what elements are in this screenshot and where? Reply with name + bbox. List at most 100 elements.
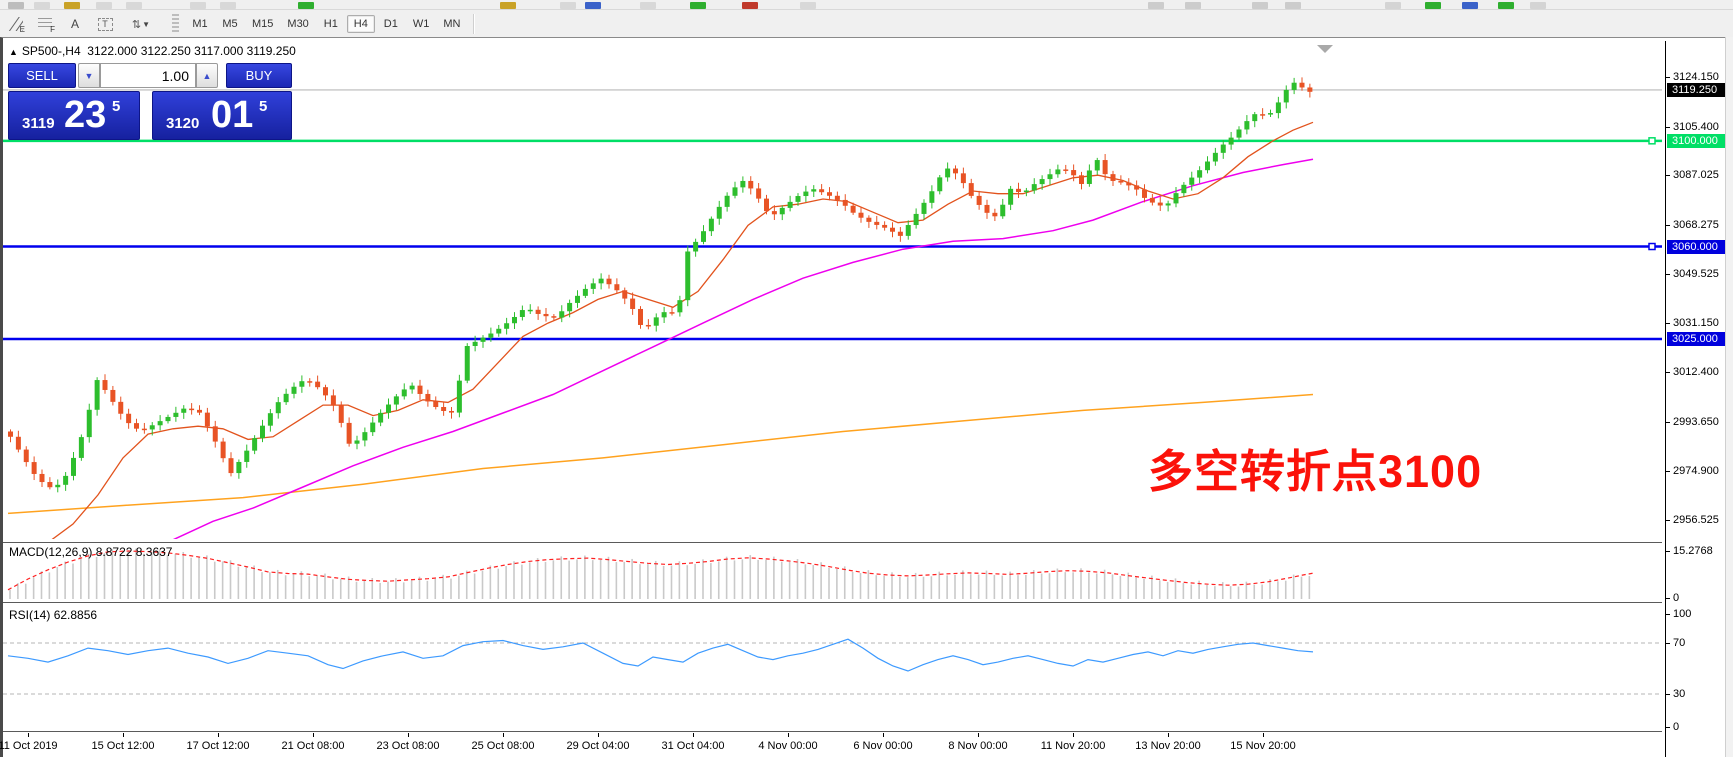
price-level-badge: 3060.000 bbox=[1667, 239, 1727, 254]
date-tick bbox=[1263, 733, 1264, 737]
toolbar-grip[interactable] bbox=[172, 14, 179, 34]
macd-canvas[interactable] bbox=[3, 543, 1662, 602]
price-tick-label: 3105.400 bbox=[1673, 120, 1719, 133]
rsi-canvas[interactable] bbox=[3, 606, 1662, 731]
date-tick bbox=[978, 733, 979, 737]
date-tick bbox=[408, 733, 409, 737]
axis-tick bbox=[1666, 727, 1670, 728]
sell-button[interactable]: SELL bbox=[8, 63, 76, 88]
spinner-up-icon: ▲ bbox=[202, 70, 212, 81]
cut-toolbar-icon bbox=[640, 2, 656, 9]
price-tick-label: 3012.400 bbox=[1673, 366, 1719, 379]
cut-toolbar-icon bbox=[742, 2, 758, 9]
cut-toolbar-icon bbox=[1148, 2, 1164, 9]
price-tick-label: 2974.900 bbox=[1673, 465, 1719, 478]
buy-price-sup: 5 bbox=[259, 98, 268, 115]
cut-toolbar-icon bbox=[585, 2, 601, 9]
axis-tick bbox=[1666, 643, 1670, 644]
rsi-axis-label: 30 bbox=[1673, 688, 1686, 700]
collapse-arrow-icon: ▲ bbox=[9, 47, 18, 57]
macd-indicator-panel[interactable]: MACD(12,26,9) 8.8722 8.3637 bbox=[3, 542, 1662, 603]
volume-decrease-button[interactable]: ▼ bbox=[78, 63, 100, 88]
timeframe-button-w1[interactable]: W1 bbox=[412, 18, 430, 30]
timeframe-button-m1[interactable]: M1 bbox=[192, 18, 208, 30]
sell-price-box[interactable]: 3119 23 5 bbox=[8, 91, 140, 140]
date-tick-label: 21 Oct 08:00 bbox=[281, 740, 345, 752]
rsi-axis-label: 0 bbox=[1673, 721, 1680, 733]
fibonacci-retracement-icon[interactable]: F bbox=[32, 13, 58, 35]
date-tick-label: 15 Oct 12:00 bbox=[91, 740, 155, 752]
date-tick bbox=[313, 733, 314, 737]
macd-label: MACD(12,26,9) 8.8722 8.3637 bbox=[9, 545, 173, 559]
timeframe-button-mn[interactable]: MN bbox=[443, 18, 461, 30]
price-tick-label: 3124.150 bbox=[1673, 71, 1719, 83]
text-t-glyph: T bbox=[97, 17, 113, 31]
sell-price-main: 23 bbox=[64, 94, 107, 136]
date-tick-label: 31 Oct 04:00 bbox=[661, 740, 725, 752]
date-tick bbox=[28, 733, 29, 737]
buy-button[interactable]: BUY bbox=[226, 63, 292, 88]
ohlc-low: 3117.000 bbox=[194, 44, 244, 58]
date-tick bbox=[1168, 733, 1169, 737]
text-box-icon[interactable]: T bbox=[92, 13, 118, 35]
buy-price-main: 01 bbox=[211, 94, 254, 136]
cut-toolbar-icon bbox=[690, 2, 706, 9]
date-tick bbox=[1073, 733, 1074, 737]
axis-tick bbox=[1666, 471, 1670, 473]
price-tick-label: 3087.025 bbox=[1673, 169, 1719, 182]
date-tick-label: 25 Oct 08:00 bbox=[471, 740, 535, 752]
axis-tick bbox=[1666, 274, 1670, 276]
timeframe-button-d1[interactable]: D1 bbox=[383, 18, 398, 30]
rsi-label: RSI(14) 62.8856 bbox=[9, 608, 98, 622]
chevron-down-icon: ▼ bbox=[142, 19, 151, 29]
arrows-glyph: ⇅ bbox=[131, 18, 141, 31]
axis-tick bbox=[1666, 694, 1670, 695]
text-label-icon[interactable]: A bbox=[62, 13, 88, 35]
price-chart-panel[interactable]: ▲ SP500-,H4 3122.000 3122.250 3117.000 31… bbox=[3, 41, 1662, 539]
macd-axis-label: 15.2768 bbox=[1673, 545, 1713, 557]
price-chart-canvas[interactable] bbox=[3, 41, 1662, 539]
cut-toolbar-icon bbox=[1530, 2, 1546, 9]
symbol-ohlc-header: ▲ SP500-,H4 3122.000 3122.250 3117.000 31… bbox=[9, 44, 296, 58]
axis-tick bbox=[1666, 175, 1670, 177]
axis-tick bbox=[1666, 519, 1670, 521]
ohlc-close: 3119.250 bbox=[246, 44, 296, 58]
price-axis[interactable]: 3124.150 3105.400 3087.025 3068.275 3049.525… bbox=[1665, 41, 1728, 757]
channel-sub-label: E bbox=[19, 25, 25, 34]
price-level-badge: 3119.250 bbox=[1667, 82, 1727, 97]
timeframe-button-m5[interactable]: M5 bbox=[222, 18, 238, 30]
rsi-axis-label: 100 bbox=[1673, 608, 1692, 620]
cut-toolbar-icon bbox=[96, 2, 112, 9]
fibo-sub-label: F bbox=[50, 25, 55, 34]
price-tick-label: 2993.650 bbox=[1673, 415, 1719, 428]
cut-toolbar-icon bbox=[560, 2, 576, 9]
date-tick bbox=[123, 733, 124, 737]
date-tick bbox=[503, 733, 504, 737]
timeframe-button-m15[interactable]: M15 bbox=[252, 18, 274, 30]
cut-toolbar-icon bbox=[126, 2, 142, 9]
volume-increase-button[interactable]: ▲ bbox=[196, 63, 218, 88]
price-tick-label: 3049.525 bbox=[1673, 268, 1719, 281]
timeframe-button-m30[interactable]: M30 bbox=[287, 18, 309, 30]
date-axis[interactable]: 11 Oct 2019 15 Oct 12:00 17 Oct 12:00 21 Oc… bbox=[0, 733, 1662, 757]
cut-toolbar-icon bbox=[1425, 2, 1441, 9]
date-tick bbox=[693, 733, 694, 737]
price-level-badge: 3100.000 bbox=[1667, 133, 1727, 148]
sell-price-prefix: 3119 bbox=[22, 115, 55, 132]
timeframe-button-h4[interactable]: H4 bbox=[346, 15, 375, 33]
one-click-trading-panel: SELL ▼ ▲ BUY 3119 23 5 3120 01 5 bbox=[8, 63, 296, 175]
date-tick-label: 15 Nov 20:00 bbox=[1230, 740, 1296, 752]
axis-tick bbox=[1666, 126, 1670, 128]
arrows-tool-icon[interactable]: ⇅ ▼ bbox=[122, 13, 160, 35]
rsi-indicator-panel[interactable]: RSI(14) 62.8856 bbox=[3, 606, 1662, 732]
volume-input[interactable] bbox=[100, 63, 196, 88]
buy-price-box[interactable]: 3120 01 5 bbox=[152, 91, 292, 140]
timeframe-button-h1[interactable]: H1 bbox=[323, 18, 338, 30]
text-a-glyph: A bbox=[70, 17, 79, 31]
equidistant-channel-icon[interactable]: E bbox=[2, 13, 28, 35]
ohlc-high: 3122.250 bbox=[140, 44, 191, 58]
spinner-down-icon: ▼ bbox=[84, 70, 94, 81]
date-tick-label: 4 Nov 00:00 bbox=[758, 740, 818, 752]
macd-axis-label: 0 bbox=[1673, 592, 1680, 604]
date-tick bbox=[883, 733, 884, 737]
